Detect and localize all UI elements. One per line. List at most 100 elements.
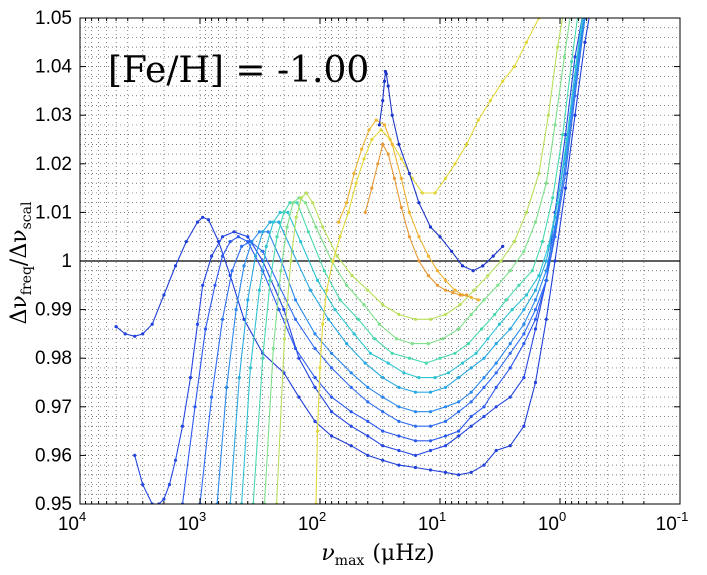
data-point [294,215,298,219]
data-point [413,439,418,443]
data-point [426,342,430,346]
data-point [546,113,551,117]
data-point [397,405,401,409]
data-point [553,235,557,239]
data-point [480,327,484,331]
data-point [321,322,325,326]
data-point [337,220,341,224]
data-point [508,395,512,399]
data-point [370,137,374,142]
data-point [195,322,200,326]
series-track-10 [275,18,564,504]
data-point [407,210,411,214]
series-line [315,18,540,504]
data-point [308,288,313,292]
data-point [522,376,526,380]
series-track-3 [180,18,585,504]
data-point [291,201,295,205]
data-point [210,395,214,399]
data-point [494,448,498,453]
data-point [390,113,394,117]
data-point [366,419,370,423]
data-point [123,332,127,336]
data-point [494,385,498,389]
data-point [313,332,317,336]
data-point [141,332,145,336]
y-tick-label: 1.01 [35,202,72,223]
data-point [413,410,418,414]
data-point [474,351,478,355]
data-point [469,414,473,419]
y-axis-label: Δνfreq/Δνscal [7,201,35,324]
data-point [349,410,353,414]
data-point [428,317,433,321]
x-tick-exponent: 0 [559,509,566,524]
data-point [349,371,353,375]
annotation: [Fe/H] = -1.00 [108,50,369,91]
data-point [384,72,388,76]
data-point [133,453,137,457]
data-point [544,269,548,273]
data-point [297,395,301,399]
data-point [553,225,557,229]
data-point [304,191,308,195]
data-point [242,317,246,321]
ticks [80,17,680,505]
data-point [299,196,303,200]
data-point [326,317,331,321]
data-point [345,342,349,346]
data-point [376,162,380,166]
data-point [271,220,275,224]
data-point [220,317,225,321]
y-axis-label-sep: /Δν [7,229,32,266]
data-point [522,332,526,336]
data-point [383,69,387,74]
data-point [282,308,286,312]
data-point [413,465,418,470]
data-point [278,210,282,214]
x-tick-exponent: 2 [319,509,326,524]
data-point [428,439,433,443]
data-point [482,414,486,419]
data-point [330,366,334,370]
data-point [407,235,411,239]
data-point [173,264,178,268]
data-point [435,283,440,287]
data-point [537,171,541,176]
data-point [228,240,232,244]
data-point [366,453,370,457]
data-point [253,254,258,258]
data-point [335,254,339,258]
data-point [282,337,286,341]
data-point [352,171,356,176]
data-point [349,424,353,428]
data-point [426,274,430,278]
data-point [377,322,381,326]
data-point [457,429,461,433]
data-point [345,201,349,205]
data-point [293,298,298,302]
x-axis-label-unit: (μHz) [372,541,434,566]
x-tick-label: 103 [178,509,206,535]
data-point [466,342,470,346]
data-point [382,79,387,83]
data-point [330,395,334,399]
data-point [379,128,383,132]
x-axis-label-sub: max [335,553,365,569]
data-point [321,225,325,229]
data-point [234,308,238,312]
data-point [443,405,448,409]
data-point [315,429,320,433]
data-point [481,264,485,268]
data-point [460,264,465,268]
data-point [399,157,403,161]
data-point [544,259,548,263]
data-point [201,283,205,287]
data-point [250,240,254,244]
data-point [264,244,268,248]
data-point [562,55,566,59]
data-point [184,240,188,244]
data-point [133,334,137,338]
data-point [417,201,421,205]
data-point [286,210,290,214]
